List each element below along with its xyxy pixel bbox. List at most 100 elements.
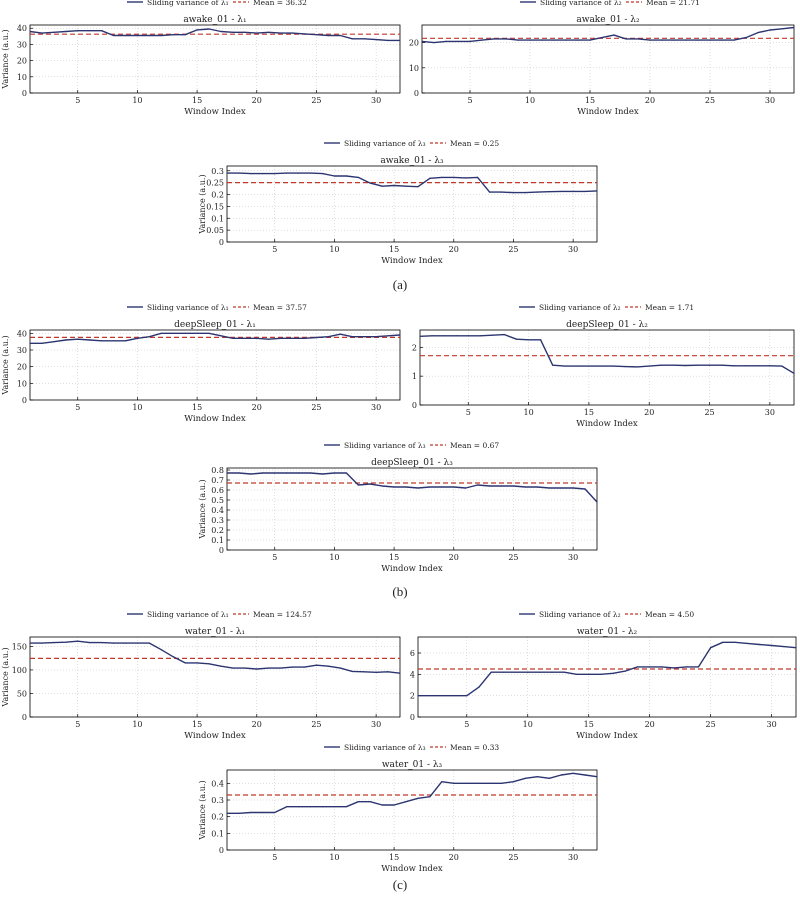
data-point (244, 667, 246, 669)
data-point (783, 646, 785, 648)
x-tick-label: 10 (132, 403, 142, 412)
x-axis-label: Window Index (576, 731, 638, 741)
data-point (512, 485, 515, 487)
data-point (375, 671, 377, 673)
data-point (466, 695, 468, 697)
series-line (29, 28, 400, 42)
data-point (600, 365, 602, 367)
x-tick-label: 20 (449, 853, 459, 862)
x-tick-label: 20 (252, 96, 262, 105)
data-point (536, 191, 538, 193)
chart-a1: Sliding variance of λ₁ Mean = 36.32 awake_… (1, 0, 401, 117)
series-line (227, 172, 598, 194)
data-point (441, 486, 443, 488)
x-tick-label: 10 (523, 408, 533, 417)
chart-title: awake_01 - λ₁ (183, 15, 246, 25)
data-point (697, 666, 700, 668)
data-point (479, 335, 481, 337)
data-point (41, 342, 43, 344)
data-point (758, 643, 761, 646)
data-point (477, 484, 479, 486)
data-point (65, 641, 67, 643)
data-point (527, 671, 529, 673)
x-tick-label: 20 (644, 408, 654, 417)
y-tick-label: 0.1 (211, 536, 224, 545)
legend-series-label: Sliding variance of λ₂ (540, 0, 622, 7)
legend-series-label: Sliding variance of λ₂ (539, 303, 621, 312)
chart-b1: Sliding variance of λ₁ Mean = 37.57 deepSl… (1, 303, 401, 424)
y-tick-label: 0 (219, 546, 224, 555)
data-point (89, 30, 91, 32)
data-point (589, 39, 591, 41)
data-point (733, 39, 735, 41)
data-point (685, 39, 687, 41)
x-tick-label: 15 (584, 408, 594, 417)
data-point (757, 31, 759, 34)
data-point (112, 34, 115, 37)
data-point (89, 642, 91, 644)
data-point (512, 781, 515, 783)
data-point (552, 364, 554, 366)
y-tick-label: 10 (409, 64, 419, 73)
data-point (148, 336, 150, 338)
x-axis-label: Window Index (576, 419, 638, 429)
data-point (315, 336, 318, 339)
data-point (524, 486, 526, 488)
plot-frame (29, 24, 401, 94)
data-point (29, 30, 31, 33)
data-point (363, 336, 365, 338)
data-point (769, 365, 771, 367)
data-point (172, 34, 174, 36)
data-point (565, 39, 567, 41)
data-point (244, 31, 246, 33)
data-point (220, 665, 222, 667)
data-point (136, 642, 139, 644)
data-point (136, 337, 139, 339)
legend-series-label: Sliding variance of λ₁ (147, 0, 229, 7)
data-point (77, 640, 79, 642)
series-line (421, 26, 795, 44)
data-point (636, 366, 638, 368)
data-point (572, 487, 574, 489)
data-point (441, 176, 443, 178)
y-tick-label: 0 (412, 401, 417, 410)
y-tick-label: 30 (17, 40, 27, 49)
data-point (29, 342, 31, 344)
data-point (553, 39, 555, 41)
data-point (649, 39, 651, 41)
data-point (405, 486, 407, 488)
data-point (649, 666, 651, 668)
x-tick-label: 20 (252, 720, 262, 729)
data-point (455, 335, 457, 337)
data-point (339, 667, 341, 669)
data-point (584, 774, 586, 776)
data-point (399, 39, 401, 41)
data-point (576, 365, 578, 367)
plot-frame (421, 24, 795, 94)
data-point (540, 339, 542, 341)
legend-series-label: Sliding variance of λ₃ (344, 441, 426, 450)
data-point (124, 34, 127, 37)
data-point (315, 34, 318, 36)
data-point (196, 332, 198, 334)
data-point (387, 39, 389, 41)
data-point (363, 38, 365, 40)
data-point (232, 31, 234, 33)
data-point (429, 695, 431, 697)
y-tick-label: 0.25 (206, 179, 224, 188)
data-point (769, 29, 771, 31)
data-point (795, 647, 797, 649)
y-axis-label: Variance (a.u.) (1, 647, 10, 707)
data-point (721, 364, 723, 366)
data-point (660, 364, 662, 366)
y-tick-label: 50 (17, 689, 27, 698)
data-point (405, 801, 407, 803)
data-point (517, 39, 519, 41)
data-point (512, 192, 515, 194)
data-point (477, 176, 479, 178)
chart-title: deepSleep_01 - λ₁ (174, 320, 256, 330)
x-tick-label: 25 (508, 553, 518, 562)
legend-series-label: Sliding variance of λ₂ (539, 610, 621, 619)
chart-a2: Sliding variance of λ₂ Mean = 21.71 awake_… (409, 0, 795, 117)
